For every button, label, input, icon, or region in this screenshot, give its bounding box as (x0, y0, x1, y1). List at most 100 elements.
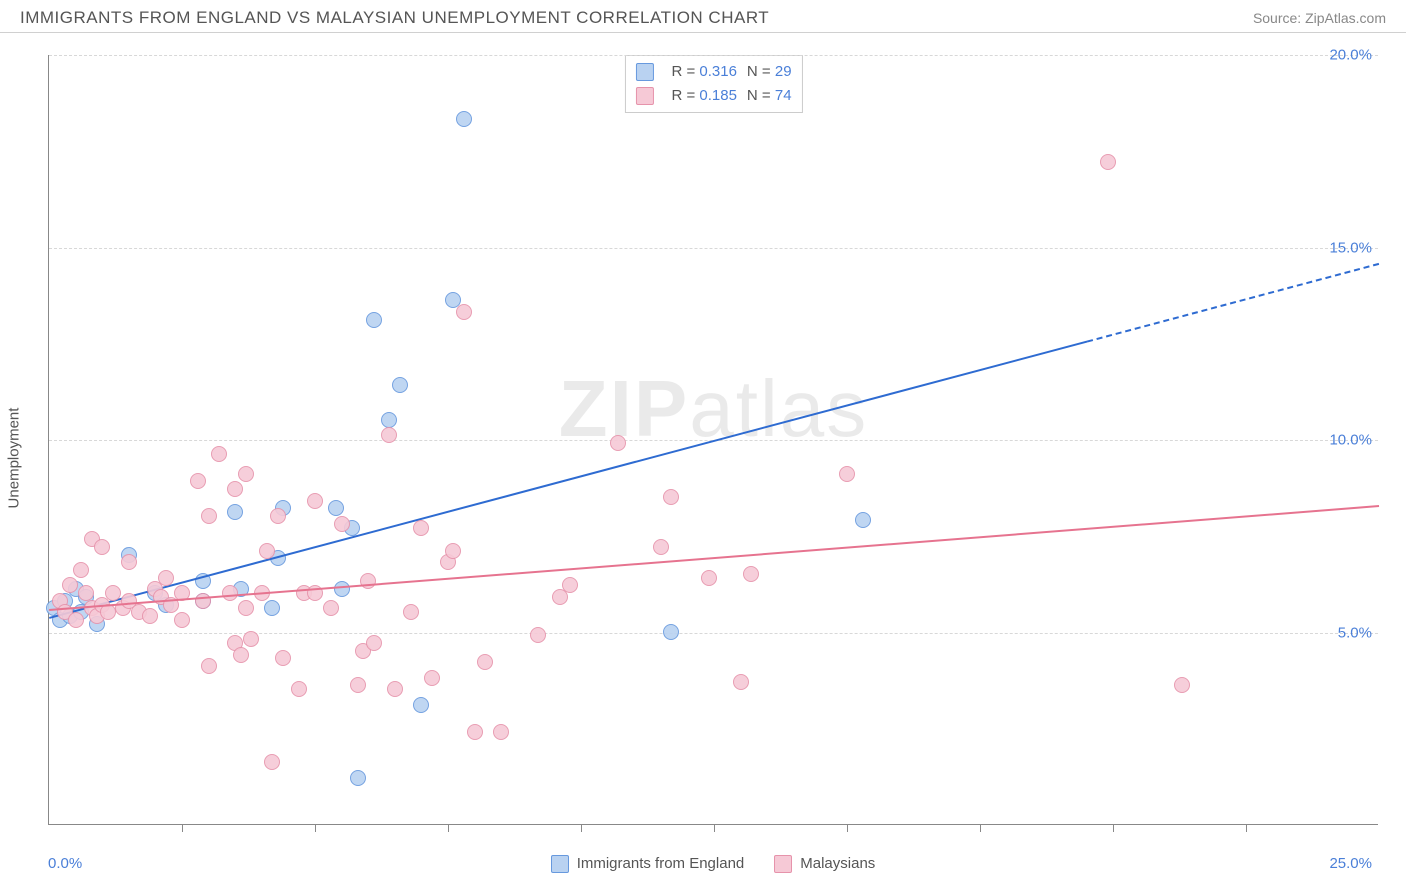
x-tick (980, 824, 981, 832)
scatter-point (456, 304, 472, 320)
scatter-point (323, 600, 339, 616)
scatter-point (381, 427, 397, 443)
scatter-point (350, 770, 366, 786)
plot-region: ZIPatlas R = 0.316N = 29R = 0.185N = 74 … (48, 55, 1378, 825)
trend-line (49, 505, 1379, 609)
scatter-point (238, 466, 254, 482)
x-tick (448, 824, 449, 832)
x-tick (182, 824, 183, 832)
scatter-point (653, 539, 669, 555)
y-axis-label: Unemployment (6, 408, 23, 509)
x-axis-min-label: 0.0% (48, 855, 82, 872)
legend-swatch (635, 63, 653, 81)
scatter-point (264, 600, 280, 616)
scatter-point (350, 677, 366, 693)
legend-r-label: R = 0.316 (671, 60, 736, 84)
x-tick (315, 824, 316, 832)
source-name: ZipAtlas.com (1305, 10, 1386, 26)
legend-n-label: N = 74 (747, 84, 792, 108)
scatter-point (142, 608, 158, 624)
scatter-point (174, 612, 190, 628)
scatter-point (456, 111, 472, 127)
scatter-point (530, 627, 546, 643)
scatter-point (334, 516, 350, 532)
scatter-point (839, 466, 855, 482)
scatter-point (211, 446, 227, 462)
scatter-point (334, 581, 350, 597)
scatter-point (413, 520, 429, 536)
scatter-point (493, 724, 509, 740)
scatter-point (238, 600, 254, 616)
scatter-point (403, 604, 419, 620)
scatter-point (243, 631, 259, 647)
source-prefix: Source: (1253, 10, 1305, 26)
scatter-point (227, 481, 243, 497)
scatter-point (264, 754, 280, 770)
chart-header: IMMIGRANTS FROM ENGLAND VS MALAYSIAN UNE… (0, 0, 1406, 33)
y-tick-label: 20.0% (1329, 47, 1372, 64)
y-tick-label: 10.0% (1329, 432, 1372, 449)
chart-source: Source: ZipAtlas.com (1253, 10, 1386, 26)
scatter-point (201, 658, 217, 674)
y-tick-label: 5.0% (1338, 624, 1372, 641)
scatter-point (94, 539, 110, 555)
scatter-point (195, 593, 211, 609)
scatter-point (227, 504, 243, 520)
scatter-point (855, 512, 871, 528)
gridline (49, 248, 1378, 249)
legend-swatch (551, 855, 569, 873)
scatter-point (233, 647, 249, 663)
x-tick (714, 824, 715, 832)
scatter-point (78, 585, 94, 601)
scatter-point (392, 377, 408, 393)
chart-title: IMMIGRANTS FROM ENGLAND VS MALAYSIAN UNE… (20, 8, 769, 28)
scatter-point (366, 312, 382, 328)
gridline (49, 55, 1378, 56)
scatter-point (307, 493, 323, 509)
scatter-point (270, 508, 286, 524)
scatter-point (201, 508, 217, 524)
x-tick (1246, 824, 1247, 832)
scatter-point (190, 473, 206, 489)
scatter-point (445, 543, 461, 559)
series-legend-item: Malaysians (774, 855, 875, 873)
scatter-point (328, 500, 344, 516)
series-legend: Immigrants from England Malaysians (551, 855, 876, 873)
x-tick (581, 824, 582, 832)
x-axis-max-label: 25.0% (1329, 855, 1372, 872)
scatter-point (381, 412, 397, 428)
scatter-point (121, 554, 137, 570)
scatter-point (1174, 677, 1190, 693)
scatter-point (291, 681, 307, 697)
correlation-legend: R = 0.316 N = 29 R = 0.185 N = 74 (624, 55, 802, 113)
legend-swatch (774, 855, 792, 873)
scatter-point (105, 585, 121, 601)
scatter-point (663, 624, 679, 640)
scatter-point (610, 435, 626, 451)
scatter-point (158, 570, 174, 586)
y-tick-label: 15.0% (1329, 239, 1372, 256)
legend-n-label: N = 29 (747, 60, 792, 84)
scatter-point (68, 612, 84, 628)
scatter-point (366, 635, 382, 651)
series-legend-item: Immigrants from England (551, 855, 745, 873)
scatter-point (701, 570, 717, 586)
scatter-point (424, 670, 440, 686)
scatter-point (387, 681, 403, 697)
legend-swatch (635, 87, 653, 105)
x-axis-row: 0.0% Immigrants from England Malaysians 2… (48, 855, 1378, 873)
scatter-point (477, 654, 493, 670)
scatter-point (663, 489, 679, 505)
scatter-point (733, 674, 749, 690)
scatter-point (413, 697, 429, 713)
x-tick (847, 824, 848, 832)
legend-row: R = 0.185 N = 74 (635, 84, 791, 108)
scatter-point (1100, 154, 1116, 170)
scatter-point (73, 562, 89, 578)
scatter-point (222, 585, 238, 601)
legend-row: R = 0.316 N = 29 (635, 60, 791, 84)
scatter-point (259, 543, 275, 559)
scatter-point (275, 650, 291, 666)
legend-r-label: R = 0.185 (671, 84, 736, 108)
scatter-point (467, 724, 483, 740)
